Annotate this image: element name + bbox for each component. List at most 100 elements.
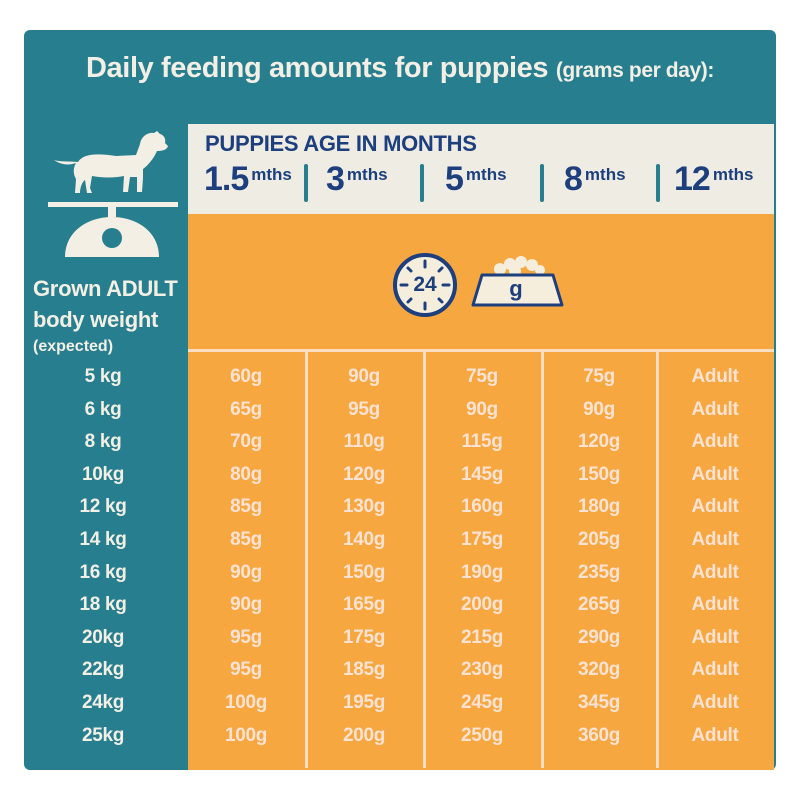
month-number: 5 (445, 160, 464, 198)
month-col-2: 3 mths (326, 160, 388, 199)
table-cell: 65g (230, 398, 262, 420)
table-cell: 185g (342, 659, 386, 681)
weight-label: 10kg (81, 463, 125, 485)
month-divider (540, 164, 544, 202)
month-col-5: 12 mths (674, 160, 753, 199)
table-cell: Adult (691, 626, 739, 648)
table-cell: 95g (230, 659, 262, 681)
table-cell: 145g (460, 463, 504, 485)
table-cell: 100g (224, 724, 268, 746)
table-cell: Adult (691, 659, 739, 681)
month-divider (420, 164, 424, 202)
dog-icon (54, 131, 168, 193)
dog-scale-illustration (48, 131, 178, 257)
table-cell: 80g (230, 463, 262, 485)
month-unit: mths (251, 165, 292, 184)
table-cell: 190g (460, 561, 504, 583)
column-divider (423, 352, 426, 768)
table-cell: 85g (230, 529, 262, 550)
table-cell: 95g (230, 626, 262, 648)
table-cell: Adult (691, 496, 739, 518)
table-cell: 75g (583, 366, 615, 387)
left-label-line1: Grown ADULT (33, 276, 178, 301)
table-cell: 90g (583, 398, 615, 420)
weight-label: 20kg (81, 626, 125, 648)
table-cell: 320g (577, 659, 621, 681)
table-cell: 175g (460, 529, 504, 550)
month-divider (304, 164, 308, 202)
left-label-line2: body weight (33, 307, 159, 332)
table-body (188, 214, 774, 770)
bowl-unit: g (509, 276, 523, 301)
month-unit: mths (584, 165, 626, 184)
table-cell: 195g (342, 692, 386, 713)
table-cell: 85g (230, 496, 262, 518)
clock-number: 24 (413, 273, 437, 296)
table-cell: 200g (342, 724, 386, 746)
month-col-4: 8 mths (564, 160, 626, 199)
weight-label: 25kg (81, 724, 125, 746)
column-divider (656, 352, 659, 768)
table-cell: 215g (460, 626, 504, 648)
table-cell: Adult (691, 692, 739, 713)
table-cell: 60g (230, 366, 262, 387)
table-cell: 165g (342, 594, 386, 616)
table-cell: 90g (348, 366, 380, 387)
table-cell: 180g (577, 496, 621, 518)
month-col-1: 1.5 mths (204, 160, 292, 199)
month-number: 8 (564, 160, 583, 198)
table-cell: 150g (577, 463, 621, 485)
table-cell: 290g (577, 626, 621, 648)
table-cell: 175g (342, 626, 386, 648)
table-cell: 160g (460, 496, 504, 518)
title-sub: (grams per day): (555, 59, 715, 82)
table-cell: Adult (691, 366, 739, 387)
table-cell: 115g (461, 431, 503, 453)
weight-label: 5 kg (84, 366, 122, 387)
table-cell: Adult (691, 529, 739, 550)
weight-label: 24kg (81, 692, 125, 713)
table-cell: 150g (342, 561, 386, 583)
column-divider (541, 352, 544, 768)
clock-icon: 24 (393, 253, 457, 317)
month-unit: mths (346, 165, 388, 184)
table-cell: Adult (691, 431, 739, 453)
title-main: Daily feeding amounts for puppies (86, 52, 549, 84)
divider (188, 349, 774, 352)
weight-label: 22kg (81, 659, 125, 681)
page-title: Daily feeding amounts for puppies (grams… (24, 52, 776, 85)
table-cell: Adult (691, 398, 739, 420)
table-cell: 90g (466, 398, 498, 420)
table-cell: 245g (460, 692, 504, 713)
weight-label: 12 kg (79, 496, 127, 518)
table-cell: 235g (577, 561, 621, 583)
table-cell: 95g (348, 398, 380, 420)
weight-label: 16 kg (79, 561, 127, 583)
age-title: PUPPIES AGE IN MONTHS (205, 131, 477, 156)
weight-label: 14 kg (79, 529, 127, 550)
table-cell: 230g (460, 659, 504, 681)
table-cell: 90g (230, 561, 262, 583)
month-number: 3 (326, 160, 345, 198)
table-cell: 90g (230, 594, 262, 616)
table-cell: 360g (577, 724, 621, 746)
month-col-3: 5 mths (445, 160, 507, 199)
table-cell: 120g (577, 431, 621, 453)
table-cell: 75g (466, 366, 498, 387)
table-cell: 70g (230, 431, 262, 453)
table-cell: Adult (691, 463, 739, 485)
table-cell: 120g (342, 463, 386, 485)
column-divider (305, 352, 308, 768)
weight-label: 18 kg (79, 594, 127, 616)
table-cell: 130g (342, 496, 386, 518)
month-divider (656, 164, 660, 202)
age-header (188, 124, 774, 214)
table-cell: Adult (691, 724, 739, 746)
table-cell: 110g (343, 431, 385, 453)
table-cell: 265g (577, 594, 621, 616)
table-cell: 205g (577, 529, 621, 550)
month-number: 12 (674, 160, 711, 198)
table-cell: Adult (691, 561, 739, 583)
month-unit: mths (712, 165, 754, 184)
